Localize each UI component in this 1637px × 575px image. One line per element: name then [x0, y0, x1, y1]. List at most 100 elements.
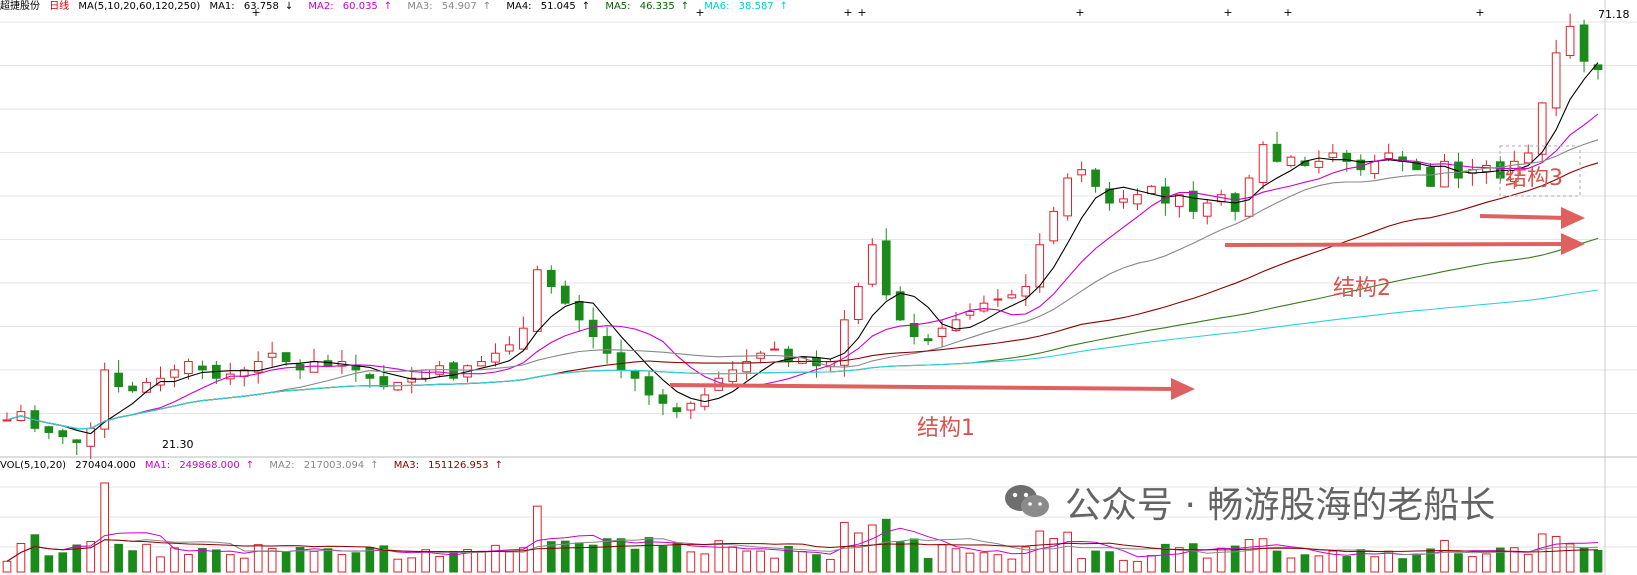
candle-body: [1174, 194, 1184, 207]
candle-body: [267, 352, 277, 358]
ma6-readout: MA6: 38.587 ↑: [704, 1, 789, 12]
candle-body: [1007, 294, 1017, 299]
volume-bar: [937, 544, 947, 573]
volume-bar: [1063, 531, 1073, 573]
structure3-label: 结构3: [1505, 166, 1563, 191]
volume-bar: [728, 546, 738, 573]
event-marker: +: [843, 6, 852, 19]
volume-bar: [267, 548, 277, 573]
candle-body: [881, 240, 891, 296]
volume-bar: [1286, 557, 1296, 573]
candle-body: [853, 285, 863, 320]
volume-bar: [714, 540, 724, 573]
candle-body: [560, 285, 570, 304]
volume-bar: [58, 552, 68, 573]
volume-bar: [784, 545, 793, 573]
candle-body: [1105, 188, 1114, 204]
event-marker: +: [695, 6, 704, 19]
volume-bar: [519, 547, 528, 573]
volume-bar: [198, 548, 207, 573]
ma-params: MA(5,10,20,60,120,250): [78, 1, 201, 12]
ma5-readout: MA5: 46.335 ↑: [605, 1, 690, 12]
volume-bar: [114, 543, 123, 573]
volume-bar: [1412, 553, 1421, 573]
low-price-label: 21.30: [162, 438, 194, 451]
volume-bar: [1314, 555, 1324, 573]
candle-body: [546, 269, 556, 287]
volume-bar: [365, 547, 375, 573]
candle-body: [1077, 169, 1086, 176]
volume-bar: [923, 557, 933, 573]
candle-body: [979, 302, 989, 312]
volume-bar: [770, 557, 779, 573]
candle-body: [937, 327, 947, 337]
price-header: 超捷股份 日线 MA(5,10,20,60,120,250) MA1: 63.7…: [0, 0, 800, 14]
volume-bar: [1593, 549, 1603, 573]
stock-name: 超捷股份: [0, 1, 40, 12]
candle-body: [477, 361, 486, 367]
volume-bar: [951, 548, 961, 573]
candle-body: [1412, 161, 1421, 171]
candle-body: [630, 370, 640, 379]
candle-body: [1133, 194, 1142, 205]
candle-body: [588, 319, 598, 338]
volume-bar: [686, 551, 696, 573]
structure1-label: 结构1: [917, 416, 975, 441]
volume-bar: [546, 541, 556, 573]
volume-bar: [1440, 539, 1449, 573]
candle-body: [44, 426, 54, 433]
volume-bar: [1551, 535, 1561, 573]
volume-bar: [239, 557, 249, 573]
candle-body: [309, 361, 319, 373]
structure2-arrow-head: [1561, 233, 1585, 255]
candle-body: [965, 311, 975, 316]
event-marker: +: [857, 6, 866, 19]
volume-header: VOL(5,10,20) 270404.000 MA1: 249868.000 ↑…: [0, 459, 515, 473]
volume-bar: [1230, 545, 1240, 573]
volume-bar: [86, 540, 96, 573]
candle-body: [616, 352, 626, 371]
volume-bar: [1049, 538, 1059, 573]
candle-body: [1342, 152, 1352, 162]
volume-bar: [1188, 543, 1198, 573]
volume-bar: [351, 552, 361, 573]
volume-bar: [826, 558, 835, 573]
volume-bar: [30, 534, 40, 573]
volume-bar: [16, 543, 26, 573]
candle-body: [867, 244, 877, 285]
candle-body: [658, 394, 668, 404]
volume-bar: [895, 541, 905, 573]
candle-body: [895, 291, 905, 321]
volume-bar: [337, 554, 347, 573]
volume-bar: [281, 551, 291, 573]
candle-body: [532, 269, 542, 332]
structure2-label: 结构2: [1333, 276, 1391, 301]
volume-bar: [1356, 549, 1366, 573]
candle-body: [1370, 160, 1380, 175]
candle-body: [770, 348, 779, 351]
volume-bar: [560, 540, 570, 573]
high-price-label: 71.18: [1598, 8, 1630, 21]
volume-bar: [463, 549, 472, 573]
candle-body: [686, 402, 696, 411]
candle-body: [1579, 24, 1589, 62]
candle-body: [840, 319, 849, 366]
event-marker: +: [1223, 6, 1232, 19]
volume-bar: [1161, 543, 1170, 573]
volume-bar: [1482, 553, 1491, 573]
ma1-line: [6, 62, 1599, 435]
volume-bar: [323, 548, 333, 573]
volume-bar: [700, 553, 710, 573]
watermark: 公众号 · 畅游股海的老船长: [1003, 478, 1495, 526]
volume-bar: [1342, 556, 1352, 573]
ma1-readout: MA1: 63.758 ↓: [209, 1, 294, 12]
volume-bar: [379, 545, 389, 573]
candle-body: [114, 372, 123, 388]
structure2-arrow: [1224, 242, 1568, 247]
vol-params: VOL(5,10,20): [0, 460, 67, 471]
candle-body: [1021, 285, 1031, 297]
volume-bar: [532, 505, 542, 573]
candle-body: [1049, 210, 1059, 242]
candle-body: [1328, 152, 1338, 158]
